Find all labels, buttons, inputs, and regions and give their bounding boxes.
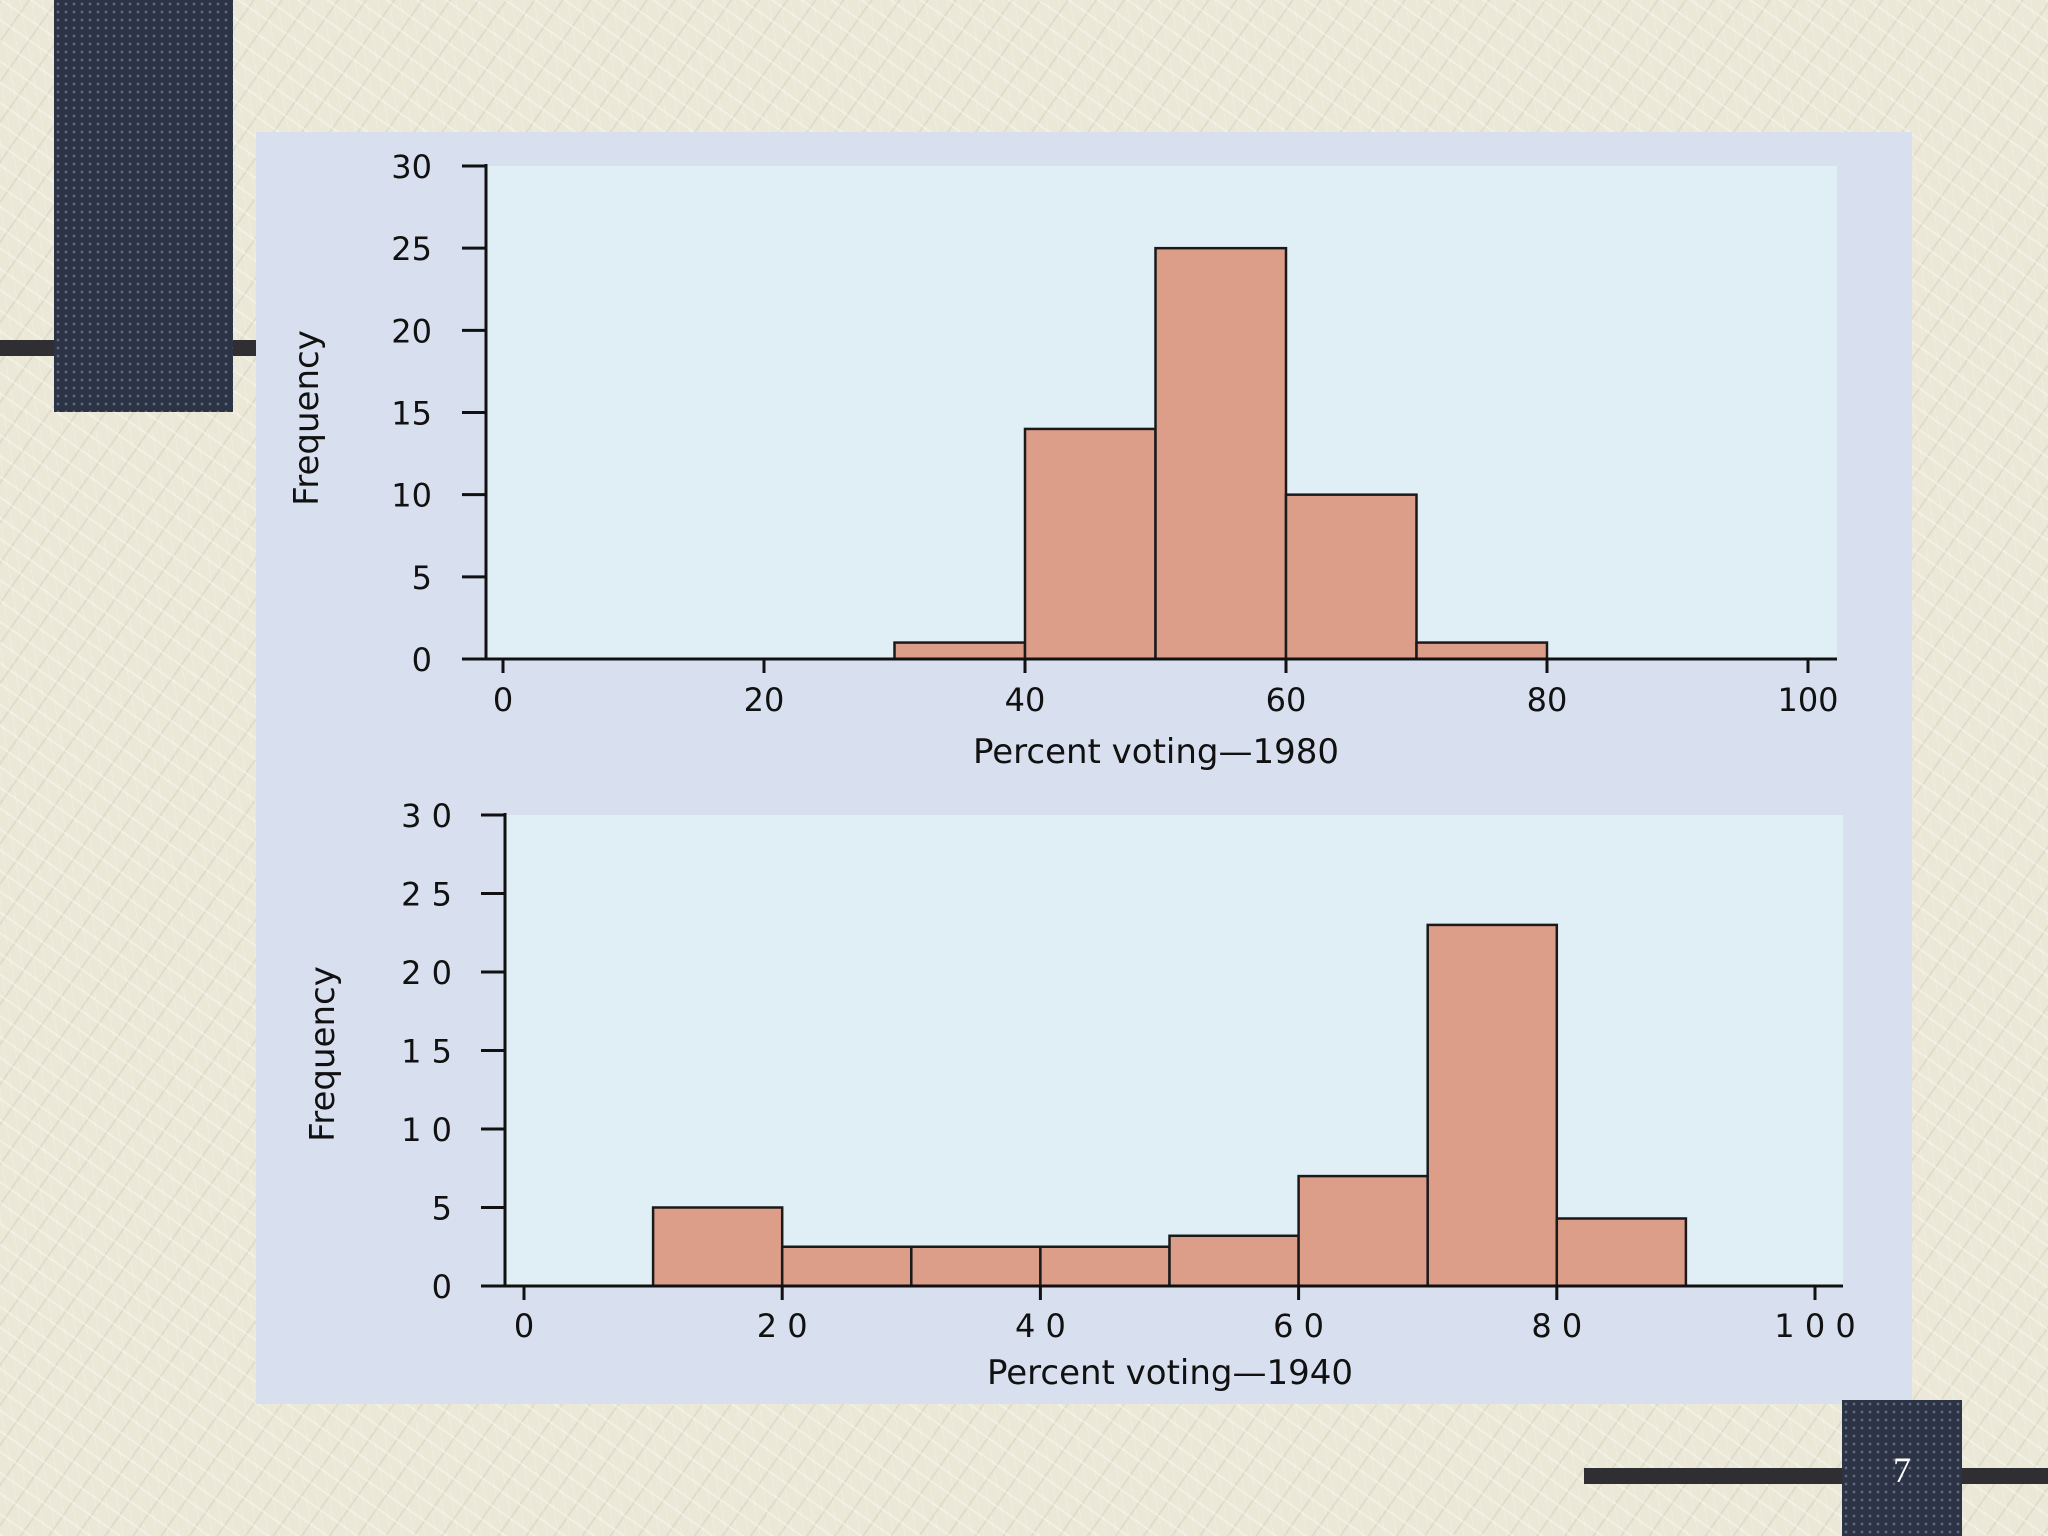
x-axis-label-1940: Percent voting—1940: [987, 1353, 1353, 1393]
histogram-1940: Frequency Percent voting—1940 0 5 1 0 1 5 2 …: [303, 797, 1856, 1393]
x-tick-label: 1 0 0: [1774, 1307, 1855, 1345]
x-tick-label: 8 0: [1531, 1307, 1582, 1345]
y-tick-label: 2 5: [401, 876, 452, 914]
y-tick-label: 0: [432, 1268, 452, 1306]
histogram-bar: [1039, 1245, 1171, 1288]
x-axis-label-1980: Percent voting—1980: [973, 732, 1339, 772]
histogram-bar: [1284, 493, 1418, 661]
histogram-1980: Frequency Percent voting—1980 0 5 10 15 20 25…: [287, 148, 1839, 772]
x-tick-label: 60: [1266, 681, 1307, 719]
y-tick-label: 1 5: [401, 1033, 452, 1071]
histogram-bar: [1415, 641, 1549, 661]
histogram-bar: [780, 1245, 913, 1288]
y-axis-label-1980: Frequency: [287, 330, 327, 506]
histogram-bar: [1297, 1174, 1429, 1288]
slide-page-number: 7: [1893, 1450, 1911, 1490]
y-tick-label: 5: [412, 559, 432, 597]
y-tick-label: 1 0: [401, 1111, 452, 1149]
decorative-top-left-block: [54, 0, 233, 412]
histogram-bar: [1023, 427, 1157, 661]
x-tick-label: 100: [1777, 681, 1838, 719]
x-tick-label: 4 0: [1015, 1307, 1066, 1345]
y-tick-label: 10: [391, 477, 432, 515]
y-tick-label: 5: [432, 1190, 452, 1228]
x-tick-label: 0: [493, 681, 513, 719]
x-tick-label: 40: [1005, 681, 1046, 719]
y-tick-label: 20: [391, 312, 432, 350]
x-tick-label: 0: [514, 1307, 534, 1345]
x-tick-label: 20: [744, 681, 785, 719]
histogram-bar: [893, 641, 1027, 661]
y-tick-label: 2 0: [401, 954, 452, 992]
histogram-bar: [1555, 1217, 1688, 1288]
x-tick-label: 6 0: [1273, 1307, 1324, 1345]
y-tick-label: 30: [391, 148, 432, 186]
y-axis-label-1940: Frequency: [303, 966, 343, 1142]
x-tick-label: 80: [1527, 681, 1568, 719]
decorative-top-left-line-right: [233, 340, 256, 356]
histogram-bar: [1426, 923, 1559, 1288]
y-tick-label: 3 0: [401, 797, 452, 835]
y-tick-label: 0: [412, 641, 432, 679]
histogram-bar: [1168, 1234, 1300, 1288]
histogram-bar: [651, 1206, 784, 1288]
y-tick-label: 25: [391, 230, 432, 268]
histogram-bar: [1154, 246, 1288, 661]
decorative-top-left-line: [0, 340, 54, 356]
x-tick-label: 2 0: [757, 1307, 808, 1345]
decorative-bottom-right-block: [1842, 1400, 1962, 1536]
decorative-bottom-right-line: [1584, 1468, 1842, 1484]
histogram-bar: [910, 1245, 1042, 1288]
decorative-bottom-right-line-right: [1962, 1468, 2048, 1484]
y-tick-label: 15: [391, 395, 432, 433]
